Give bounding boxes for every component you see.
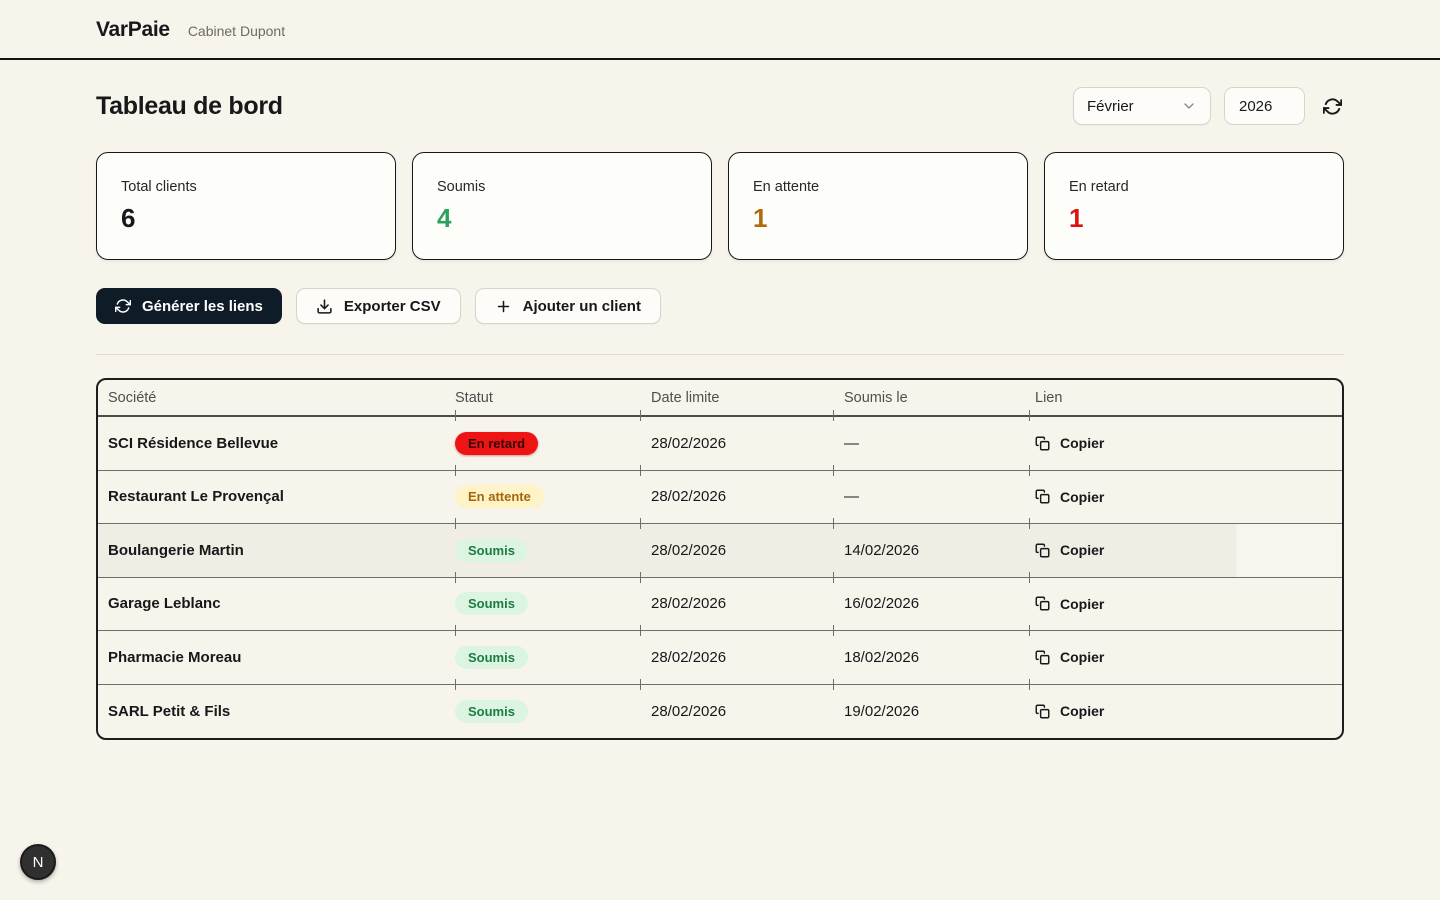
generate-links-label: Générer les liens [142, 297, 263, 315]
refresh-icon [115, 298, 131, 314]
company-name: Pharmacie Moreau [108, 648, 242, 666]
copy-icon [1035, 543, 1050, 558]
month-select-value: Février [1087, 97, 1134, 115]
column-header-date-limite: Date limite [639, 380, 833, 421]
stat-label: En retard [1069, 179, 1129, 195]
company-name: SARL Petit & Fils [108, 702, 231, 720]
copy-label: Copier [1060, 649, 1105, 666]
status-badge: En retard [455, 431, 539, 455]
copy-icon [1035, 436, 1050, 451]
submitted-date: 16/02/2026 [832, 578, 1029, 636]
company-name: SCI Résidence Bellevue [108, 434, 279, 452]
submitted-date: 14/02/2026 [832, 524, 1029, 582]
stat-value: 4 [437, 203, 452, 233]
deadline-date: 28/02/2026 [639, 524, 833, 582]
refresh-icon [1323, 97, 1342, 116]
add-client-button[interactable]: Ajouter un client [474, 288, 661, 324]
column-header-societe: Société [108, 389, 157, 406]
brand-logo: VarPaie [96, 18, 170, 41]
deadline-date: 28/02/2026 [651, 702, 727, 720]
add-client-label: Ajouter un client [522, 297, 641, 315]
deadline-date: 28/02/2026 [639, 578, 833, 636]
export-csv-button[interactable]: Exporter CSV [295, 288, 461, 324]
chevron-down-icon [1181, 98, 1197, 114]
copy-icon [1035, 489, 1050, 504]
copy-link-button[interactable]: Copier [1035, 489, 1104, 505]
copy-link-button[interactable]: Copier [1035, 596, 1104, 612]
table-row: Garage Leblanc Soumis 28/02/2026 16/02/2… [98, 578, 1342, 636]
stat-label: Total clients [121, 179, 197, 195]
filter-controls: Février [1073, 87, 1344, 125]
copy-icon [1035, 650, 1050, 665]
deadline-date: 28/02/2026 [639, 471, 833, 529]
stat-value: 6 [121, 203, 136, 233]
column-header-lien: Lien [1028, 380, 1342, 421]
main-content: Tableau de bord Février Total clients 6 … [0, 87, 1440, 740]
submitted-date: — [832, 417, 1029, 475]
floating-n-button[interactable]: N [20, 844, 56, 880]
year-input[interactable] [1224, 87, 1305, 125]
company-name: Garage Leblanc [108, 595, 221, 613]
column-header-soumis-le: Soumis le [832, 380, 1029, 421]
stat-card-en-attente: En attente 1 [728, 152, 1028, 260]
stat-label: En attente [753, 179, 820, 195]
stat-card-en-retard: En retard 1 [1044, 152, 1344, 260]
download-icon [316, 298, 333, 315]
generate-links-button[interactable]: Générer les liens [96, 288, 282, 324]
status-badge: Soumis [455, 645, 528, 669]
clients-table: Société Statut Date limite Soumis le Lie… [96, 378, 1344, 740]
copy-label: Copier [1060, 488, 1105, 505]
deadline-date: 28/02/2026 [639, 631, 833, 689]
copy-icon [1035, 704, 1050, 719]
status-badge: Soumis [455, 592, 528, 616]
table-row: Pharmacie Moreau Soumis 28/02/2026 18/02… [98, 631, 1342, 689]
company-name: Restaurant Le Provençal [108, 488, 284, 506]
organization-name: Cabinet Dupont [187, 23, 286, 39]
status-badge: En attente [455, 485, 544, 509]
section-divider [96, 354, 1344, 355]
table-row: Restaurant Le Provençal En attente 28/02… [98, 471, 1342, 529]
copy-label: Copier [1060, 595, 1105, 612]
table-row: SARL Petit & Fils Soumis 28/02/2026 19/0… [98, 685, 1342, 739]
status-badge: Soumis [455, 699, 528, 723]
stat-cards: Total clients 6 Soumis 4 En attente 1 En… [96, 152, 1344, 260]
table-row: Boulangerie Martin Soumis 28/02/2026 14/… [98, 524, 1342, 582]
status-badge: Soumis [455, 538, 528, 562]
copy-icon [1035, 596, 1050, 611]
title-row: Tableau de bord Février [96, 87, 1344, 125]
copy-label: Copier [1060, 542, 1105, 559]
table-header: Société Statut Date limite Soumis le Lie… [98, 380, 1342, 421]
page-title: Tableau de bord [96, 91, 283, 120]
column-header-statut: Statut [454, 380, 640, 421]
refresh-button[interactable] [1321, 95, 1344, 118]
submitted-date: 18/02/2026 [832, 631, 1029, 689]
table-row: SCI Résidence Bellevue En retard 28/02/2… [98, 417, 1342, 475]
plus-icon [495, 298, 512, 315]
submitted-date: — [832, 471, 1029, 529]
company-name: Boulangerie Martin [108, 541, 244, 559]
stat-label: Soumis [437, 179, 486, 195]
action-buttons: Générer les liens Exporter CSV Ajouter u… [96, 288, 1344, 324]
copy-link-button[interactable]: Copier [1035, 542, 1104, 558]
table-body: SCI Résidence Bellevue En retard 28/02/2… [98, 417, 1342, 738]
stat-card-soumis: Soumis 4 [412, 152, 712, 260]
stat-value: 1 [1069, 203, 1084, 233]
export-csv-label: Exporter CSV [343, 297, 441, 315]
stat-card-total-clients: Total clients 6 [96, 152, 396, 260]
month-select[interactable]: Février [1073, 87, 1211, 125]
copy-label: Copier [1060, 703, 1105, 720]
stat-value: 1 [753, 203, 768, 233]
copy-link-button[interactable]: Copier [1035, 435, 1104, 451]
deadline-date: 28/02/2026 [639, 417, 833, 475]
submitted-date: 19/02/2026 [844, 702, 920, 720]
copy-link-button[interactable]: Copier [1035, 703, 1104, 719]
copy-link-button[interactable]: Copier [1035, 649, 1104, 665]
copy-label: Copier [1060, 435, 1105, 452]
top-bar: VarPaie Cabinet Dupont [0, 0, 1440, 60]
